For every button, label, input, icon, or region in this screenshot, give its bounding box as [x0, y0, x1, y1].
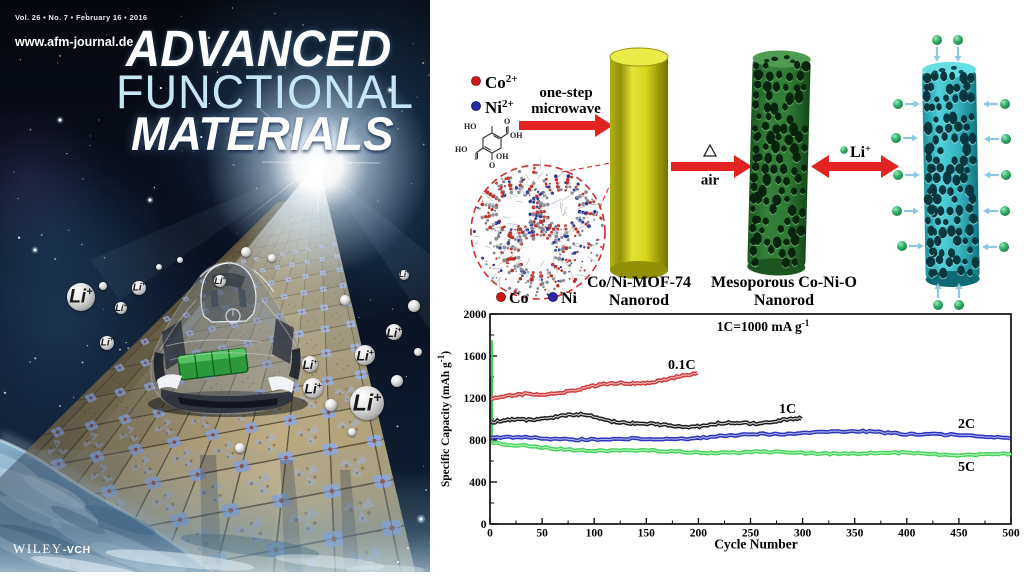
svg-text:150: 150 [638, 528, 656, 540]
svg-text:350: 350 [846, 528, 864, 540]
svg-text:Specific Capacity (mAh g-1): Specific Capacity (mAh g-1) [436, 351, 452, 487]
svg-text:450: 450 [950, 528, 968, 540]
svg-text:200: 200 [690, 528, 708, 540]
svg-text:HO: HO [464, 122, 476, 131]
svg-text:Co: Co [509, 290, 529, 307]
svg-text:400: 400 [898, 528, 916, 540]
svg-text:800: 800 [469, 435, 487, 447]
svg-text:400: 400 [469, 477, 487, 489]
svg-text:1600: 1600 [464, 351, 487, 363]
svg-text:2000: 2000 [464, 309, 487, 321]
svg-text:HO: HO [455, 145, 467, 154]
svg-text:Nanorod: Nanorod [754, 292, 814, 309]
svg-text:Li+: Li+ [850, 144, 871, 162]
svg-text:0: 0 [487, 528, 493, 540]
svg-text:2C: 2C [958, 417, 975, 432]
svg-text:Ni2+: Ni2+ [485, 98, 514, 117]
svg-text:O: O [504, 117, 510, 126]
svg-text:OH: OH [510, 131, 523, 140]
svg-text:1200: 1200 [464, 393, 487, 405]
svg-text:1C=1000 mA g-1: 1C=1000 mA g-1 [717, 318, 810, 334]
svg-text:100: 100 [586, 528, 604, 540]
svg-text:50: 50 [536, 528, 548, 540]
svg-text:air: air [701, 173, 720, 189]
svg-text:0: 0 [481, 519, 487, 531]
svg-text:Mesoporous Co-Ni-O: Mesoporous Co-Ni-O [711, 274, 857, 291]
svg-text:5C: 5C [958, 460, 975, 475]
svg-text:O: O [489, 161, 495, 170]
svg-text:Cycle Number: Cycle Number [714, 537, 798, 552]
svg-text:500: 500 [1002, 528, 1020, 540]
svg-text:Co/Ni-MOF-74: Co/Ni-MOF-74 [587, 274, 691, 291]
svg-text:one-step: one-step [539, 85, 592, 101]
svg-text:OH: OH [496, 152, 509, 161]
svg-text:Ni: Ni [561, 290, 578, 307]
svg-text:0.1C: 0.1C [668, 358, 696, 373]
svg-text:1C: 1C [779, 402, 796, 417]
svg-text:Co2+: Co2+ [485, 73, 518, 92]
svg-text:Nanorod: Nanorod [609, 292, 669, 309]
svg-text:microwave: microwave [531, 101, 601, 117]
